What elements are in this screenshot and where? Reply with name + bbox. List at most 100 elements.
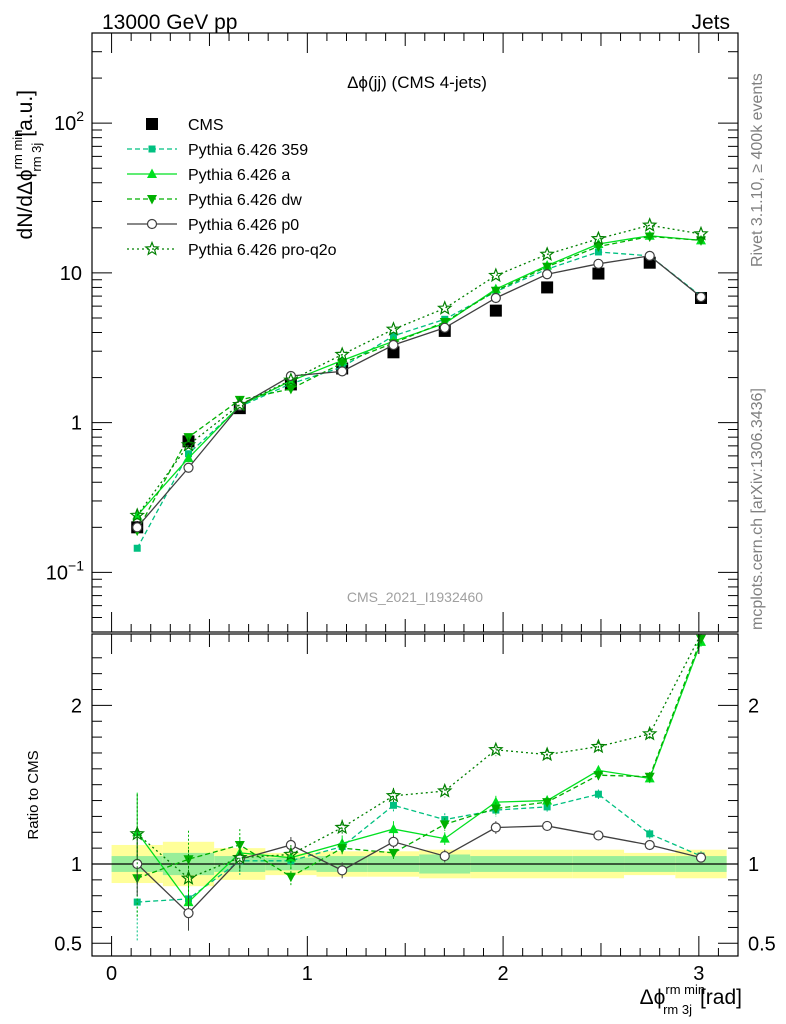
- legend-entry-pythia-6-426-pro-q2o: Pythia 6.426 pro-q2o: [127, 240, 337, 259]
- data-point: [285, 384, 296, 395]
- data-point: [385, 321, 402, 336]
- data-point: [489, 304, 502, 317]
- data-point: [183, 452, 194, 463]
- legend-label: Pythia 6.426 359: [188, 142, 308, 159]
- mcplots-label: mcplots.cern.ch [arXiv:1306.3436]: [749, 388, 766, 630]
- ratio-point: [285, 872, 296, 883]
- ratio-point: [439, 850, 450, 862]
- legend: CMS Pythia 6.426 359 Pythia 6.426 a Pythia …: [127, 117, 337, 259]
- data-point: [490, 286, 501, 297]
- collision-label: 13000 GeV pp: [102, 11, 237, 34]
- ratio-point: [232, 849, 248, 865]
- data-point: [490, 292, 501, 304]
- plot-title: Δϕ(jj) (CMS 4-jets): [347, 73, 487, 92]
- ratio-ylabel: Ratio to CMS: [25, 750, 42, 839]
- legend-marker: [147, 195, 157, 205]
- data-point: [334, 346, 350, 362]
- data-point: [232, 396, 248, 412]
- data-point: [641, 217, 658, 232]
- data-point: [436, 300, 453, 315]
- data-point: [695, 291, 707, 303]
- ratio-point: [439, 833, 450, 843]
- legend-label: Pythia 6.426 a: [188, 167, 290, 184]
- data-point: [337, 359, 348, 369]
- ratio-point: [593, 771, 604, 781]
- ratio-y-tick-label: 2: [71, 695, 82, 717]
- series-line: [136, 251, 702, 549]
- legend-entry-pythia-6-426-p0: Pythia 6.426 p0: [127, 217, 299, 234]
- ratio-point: [436, 782, 453, 798]
- ratio-point: [234, 840, 245, 851]
- legend-marker: [146, 118, 158, 130]
- ratio-series-pythia-6-426-dw: [132, 634, 707, 918]
- ratio-y-tick-label-right: 1: [748, 854, 759, 876]
- legend-marker: [146, 218, 158, 230]
- ratio-panel: 0 1 2 3 0.5 0.5 1 1 2 2: [54, 633, 776, 985]
- y-tick-label: 10−1: [46, 557, 84, 584]
- data-point: [590, 230, 607, 246]
- ratio-point: [183, 855, 194, 865]
- ratio-point: [542, 820, 553, 832]
- data-point: [132, 522, 143, 533]
- ratio-y-tick-label-right: 2: [748, 695, 759, 717]
- ratio-point: [490, 822, 501, 833]
- series-cms: [131, 256, 708, 535]
- ratio-y-tick-label: 1: [71, 854, 82, 876]
- data-point: [542, 262, 553, 273]
- series-pythia-6-426-p0: [132, 250, 707, 533]
- legend-label: Pythia 6.426 p0: [188, 217, 299, 234]
- y-tick-label: 10: [60, 263, 82, 285]
- main-ylabel: dN/dΔϕrm min rm 3j[a.u.]: [10, 90, 44, 239]
- ratio-point: [183, 908, 194, 919]
- ratio-point: [129, 825, 145, 841]
- data-point: [644, 250, 655, 261]
- ratio-point: [337, 844, 348, 854]
- ratio-line: [136, 641, 702, 904]
- series-line: [136, 235, 702, 531]
- process-label: Jets: [691, 11, 730, 34]
- data-point: [693, 225, 709, 241]
- data-point: [644, 232, 655, 243]
- ratio-point: [594, 790, 602, 798]
- x-tick-label: 0: [106, 963, 117, 985]
- data-point: [337, 366, 348, 377]
- legend-entry-cms: CMS: [146, 117, 224, 134]
- series-line: [136, 255, 702, 528]
- ratio-point: [388, 823, 399, 834]
- x-tick-label: 3: [693, 963, 704, 985]
- data-point: [593, 258, 604, 269]
- ratio-point: [337, 865, 348, 876]
- data-point: [542, 269, 553, 280]
- ratio-point: [283, 846, 299, 862]
- data-point: [387, 346, 400, 359]
- data-point: [133, 544, 141, 552]
- analysis-watermark: CMS_2021_I1932460: [347, 589, 483, 605]
- x-tick-label: 2: [498, 963, 509, 985]
- ratio-point: [488, 741, 504, 757]
- legend-marker: [148, 145, 156, 153]
- ratio-point: [133, 898, 141, 906]
- legend-entry-pythia-6-426-a: Pythia 6.426 a: [127, 167, 290, 184]
- data-point: [183, 462, 194, 473]
- series-pythia-6-426-a: [132, 230, 707, 520]
- y-tick-label: 102: [54, 108, 84, 135]
- ratio-point: [641, 725, 658, 741]
- data-point: [592, 267, 605, 280]
- ratio-line: [136, 825, 702, 915]
- ratio-y-tick-label-right: 0.5: [748, 933, 776, 955]
- main-panel: 10−1 1 10 102 Δϕ(jj) (CMS 4-jets) CMS_2021_…: [46, 32, 739, 633]
- ratio-point: [388, 836, 399, 847]
- ratio-point: [389, 801, 397, 809]
- data-point: [129, 507, 145, 523]
- ratio-point: [644, 839, 655, 851]
- x-tick-label: 1: [302, 963, 313, 985]
- data-point: [593, 242, 604, 253]
- ratio-point: [695, 852, 707, 863]
- ratio-point: [646, 830, 654, 838]
- legend-marker: [144, 240, 160, 256]
- ratio-series-pythia-6-426-a: [132, 636, 707, 931]
- data-point: [488, 267, 504, 283]
